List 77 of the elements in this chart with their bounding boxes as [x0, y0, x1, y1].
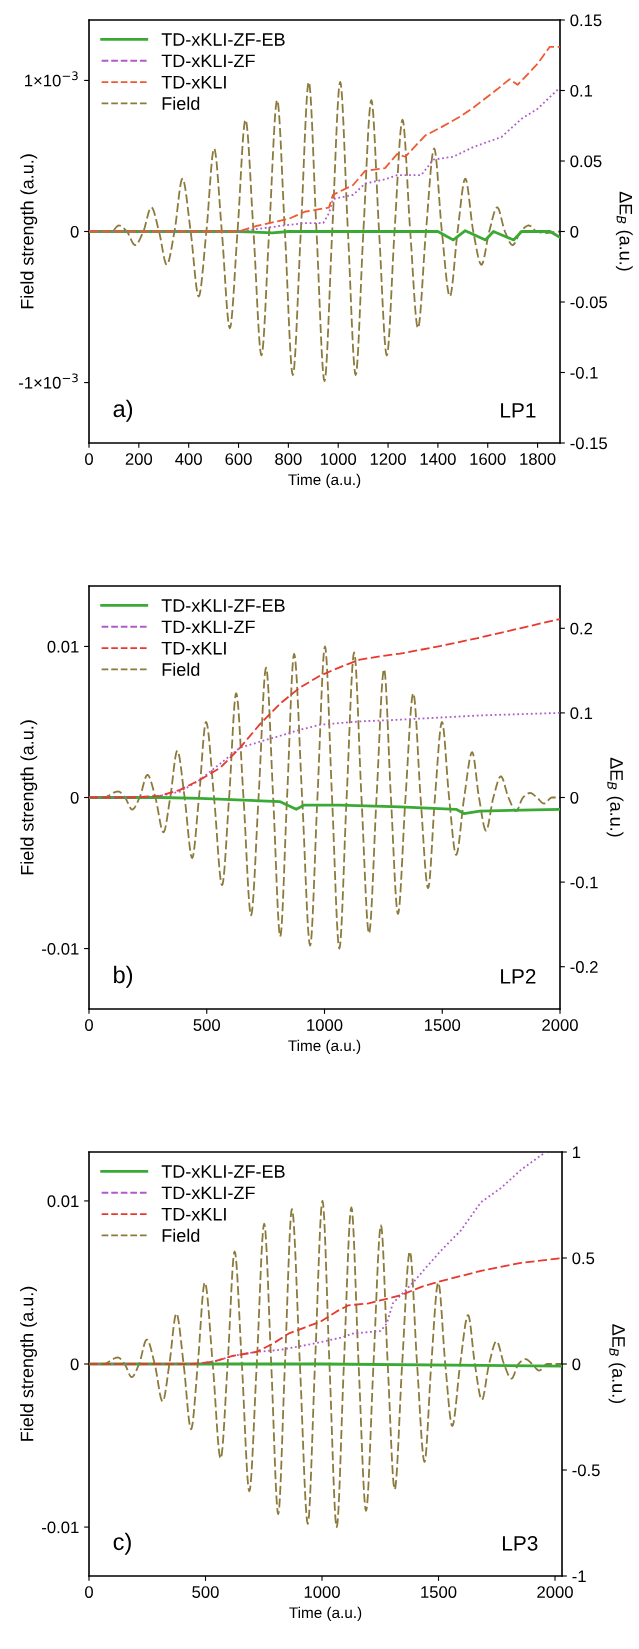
y-tick-label: -1×10$^{−3}$ [19, 373, 78, 389]
y-tick-label: 1×10$^{−3}$ [25, 71, 78, 87]
y-tick-label: -0.01 [42, 1521, 79, 1534]
y-tick-label: 0.01 [47, 640, 79, 653]
x-tick-label: 0 [85, 453, 93, 465]
y2-tick-label: 0.1 [570, 84, 593, 97]
legend-label: TD-xKLI-ZF-EB [161, 599, 285, 612]
annotation: LP2 [501, 968, 536, 984]
x-axis-title: Time (a.u.) [288, 1039, 361, 1055]
y2-tick-label: 1 [572, 1146, 581, 1159]
annotation: b) [114, 965, 133, 988]
y-tick-label: 0.01 [47, 1195, 79, 1208]
y2-tick-label: 0.2 [570, 622, 593, 635]
y2-tick-label: -1 [572, 1570, 586, 1583]
x-tick-label: 1500 [421, 1586, 457, 1598]
annotation: LP1 [501, 403, 536, 418]
y2-tick-label: 0 [570, 225, 579, 238]
y2-tick-label: -0.05 [570, 296, 608, 309]
x-tick-label: 400 [175, 453, 202, 465]
x-tick-label: 600 [225, 453, 252, 465]
y-axis-title: Field strength (a.u.) [20, 720, 38, 875]
x-tick-label: 200 [125, 453, 153, 465]
x-tick-label: 1200 [370, 453, 406, 465]
x-tick-label: 1500 [424, 1019, 461, 1031]
legend-label: TD-xKLI-ZF [161, 54, 255, 68]
line-series [89, 618, 560, 799]
y-tick-label: 0 [70, 225, 79, 238]
y2-tick-label: 0 [572, 1358, 581, 1371]
legend-label: TD-xKLI [161, 641, 226, 655]
line-series [89, 796, 560, 815]
x-tick-label: 500 [193, 1019, 220, 1031]
x-axis-title: Time (a.u.) [288, 473, 361, 489]
legend-label: TD-xKLI [161, 1207, 226, 1221]
x-tick-label: 1800 [520, 453, 556, 465]
y2-tick-label: 0.5 [572, 1252, 595, 1265]
y-axis-title: Field strength (a.u.) [20, 154, 38, 309]
x-tick-label: 2000 [537, 1586, 573, 1598]
y-tick-label: 0 [70, 1358, 79, 1371]
y2-axis-title: ΔE$_{B}$ (a.u.) [608, 1324, 626, 1404]
y2-tick-label: -0.1 [570, 366, 598, 379]
legend-label: TD-xKLI-ZF-EB [161, 33, 285, 46]
y2-tick-label: -0.5 [572, 1464, 600, 1477]
x-axis-title: Time (a.u.) [289, 1606, 362, 1622]
x-tick-label: 1000 [320, 453, 357, 465]
legend-label: TD-xKLI-ZF [161, 1186, 255, 1200]
x-tick-label: 2000 [542, 1019, 578, 1031]
annotation: a) [113, 399, 133, 422]
x-tick-label: 800 [275, 453, 302, 465]
y2-axis-title: ΔE$_{B}$ (a.u.) [606, 757, 624, 837]
legend-label: TD-xKLI-ZF [161, 620, 255, 634]
y2-tick-label: 0 [570, 791, 579, 804]
legend-label: TD-xKLI-ZF-EB [161, 1165, 285, 1178]
y2-tick-label: -0.1 [570, 876, 598, 889]
y2-tick-label: -0.15 [570, 437, 608, 450]
x-tick-label: 0 [85, 1586, 93, 1598]
y2-tick-label: -0.2 [570, 961, 598, 973]
legend-label: Field [162, 662, 200, 676]
y-axis-title: Field strength (a.u.) [20, 1286, 37, 1441]
annotation: LP3 [502, 1535, 538, 1551]
x-tick-label: 1000 [304, 1586, 340, 1598]
legend-label: Field [162, 96, 200, 110]
y-tick-label: -0.01 [42, 942, 79, 955]
line-series [89, 1257, 562, 1365]
legend-label: Field [162, 1228, 200, 1242]
y2-tick-label: 0.15 [570, 14, 602, 27]
x-tick-label: 1400 [420, 453, 456, 465]
y2-tick-label: 0.1 [570, 707, 593, 720]
y2-tick-label: 0.05 [570, 155, 602, 168]
annotation: c) [113, 1532, 131, 1555]
x-tick-label: 1000 [307, 1019, 343, 1031]
x-tick-label: 0 [85, 1019, 93, 1031]
y-tick-label: 0 [70, 791, 79, 804]
line-series [89, 45, 560, 233]
legend-label: TD-xKLI [161, 75, 226, 89]
x-tick-label: 500 [192, 1586, 219, 1598]
y2-axis-title: ΔE$_{B}$ (a.u.) [615, 191, 633, 271]
x-tick-label: 1600 [470, 453, 506, 465]
